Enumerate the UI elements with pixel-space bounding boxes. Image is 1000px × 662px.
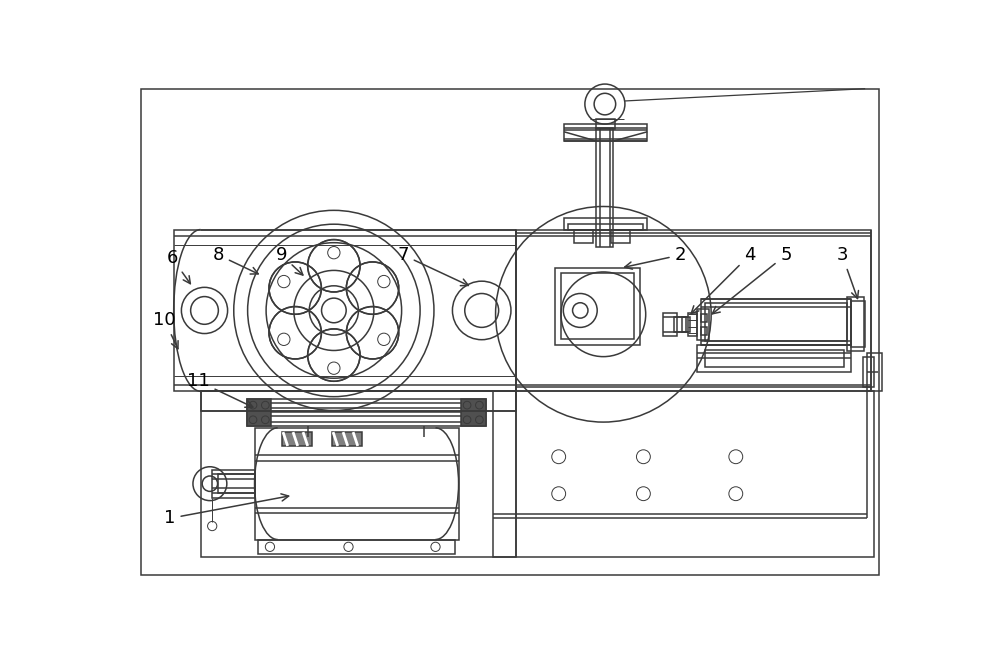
Bar (705, 350, 844, 367)
Bar (282, 432, 312, 446)
Bar (701, 328, 707, 335)
Text: 9: 9 (276, 246, 303, 275)
Bar (701, 314, 707, 322)
Text: 3: 3 (836, 246, 858, 299)
Bar (663, 312, 677, 336)
Bar (697, 309, 709, 340)
Bar (516, 230, 871, 391)
Bar (561, 273, 634, 339)
Bar (212, 470, 255, 498)
Bar (218, 475, 255, 493)
Text: 5: 5 (712, 246, 792, 314)
Bar (201, 391, 516, 410)
Bar (847, 297, 864, 352)
Text: 11: 11 (187, 372, 253, 407)
Text: 4: 4 (691, 246, 755, 313)
Bar (255, 428, 459, 540)
Text: 2: 2 (625, 246, 686, 269)
Bar (705, 303, 847, 341)
Bar (461, 399, 486, 426)
Bar (201, 391, 516, 557)
Text: 8: 8 (213, 246, 258, 274)
Bar (701, 299, 851, 345)
Bar (564, 218, 647, 230)
Text: 7: 7 (397, 246, 468, 286)
Bar (688, 312, 697, 336)
Bar (258, 540, 455, 553)
Bar (332, 432, 362, 446)
Bar (596, 119, 615, 128)
Bar (247, 399, 486, 426)
Bar (493, 391, 874, 557)
Bar (674, 316, 686, 332)
Bar (568, 224, 643, 230)
Bar (682, 316, 690, 332)
Bar (596, 128, 613, 248)
Text: 10: 10 (153, 311, 178, 349)
Bar (611, 230, 630, 244)
Bar (555, 268, 640, 345)
Bar (251, 403, 482, 422)
Bar (174, 230, 516, 391)
Text: 6: 6 (166, 249, 190, 284)
Bar (564, 124, 647, 141)
Bar (851, 301, 865, 348)
Bar (574, 230, 593, 244)
Bar (863, 357, 874, 387)
Bar (867, 353, 882, 391)
Bar (697, 345, 851, 372)
Text: 1: 1 (164, 494, 289, 528)
Bar (247, 399, 271, 426)
